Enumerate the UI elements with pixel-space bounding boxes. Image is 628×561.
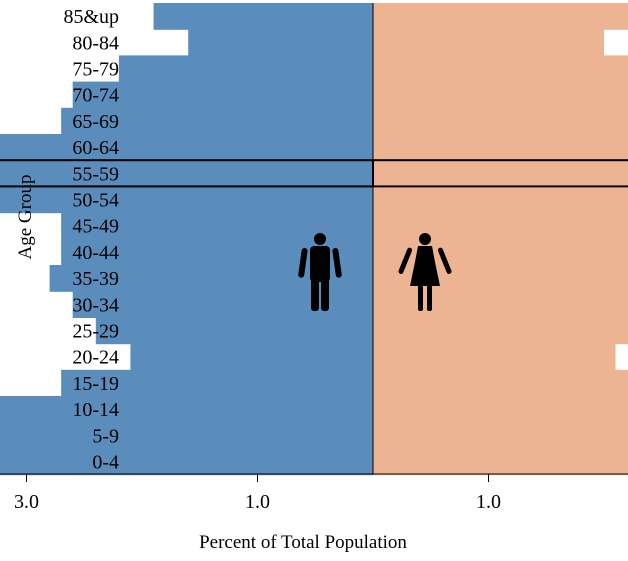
right-bar-75-79 [373, 55, 628, 83]
left-bar-0-4 [0, 448, 373, 476]
right-bar-85&up [373, 3, 628, 30]
gender-icons [298, 233, 452, 311]
right-bar-65-69 [373, 107, 628, 135]
left-bar-60-64 [0, 134, 373, 161]
left-bar-80-84 [188, 29, 373, 56]
y-tick-label: 20-24 [72, 347, 119, 369]
right-bar-70-74 [373, 81, 628, 109]
y-tick-label: 30-34 [72, 294, 119, 316]
y-tick-label: 35-39 [72, 268, 119, 290]
y-tick-label: 85&up [63, 6, 119, 28]
right-bar-50-54 [373, 186, 628, 214]
x-axis-label: Percent of Total Population [199, 532, 407, 553]
y-tick-label: 10-14 [72, 399, 119, 421]
right-bar-5-9 [373, 422, 628, 449]
x-tick-label: 3.0 [14, 491, 39, 513]
y-axis-label: Age Group [15, 175, 36, 260]
right-bar-15-19 [373, 369, 628, 397]
right-bar-80-84 [373, 29, 604, 56]
left-bar-5-9 [0, 422, 374, 449]
y-tick-label: 45-49 [72, 216, 119, 238]
y-tick-label: 75-79 [72, 59, 119, 81]
left-bar-15-19 [61, 369, 374, 397]
left-bar-65-69 [61, 107, 374, 135]
y-tick-label: 50-54 [72, 190, 119, 212]
right-bar-10-14 [373, 396, 628, 423]
y-tick-label: 40-44 [72, 242, 119, 264]
y-tick-label: 15-19 [72, 373, 119, 395]
right-bar-25-29 [373, 317, 628, 345]
y-tick-label: 5-9 [92, 425, 119, 447]
right-bar-20-24 [373, 343, 616, 371]
y-tick-labels: 0-4 5-9 10-14 15-19 20-24 25-29 30-34 35-39 40-4… [63, 6, 119, 473]
left-bar-85&up [153, 3, 373, 30]
female-figure-icon [398, 233, 452, 311]
left-bar-70-74 [72, 81, 373, 109]
left-bar-25-29 [95, 317, 374, 345]
y-tick-label: 60-64 [72, 137, 119, 159]
y-tick-label: 0-4 [92, 452, 119, 474]
right-bar-0-4 [373, 448, 628, 476]
x-tick-label: 1.0 [245, 491, 270, 513]
bars-layer [0, 3, 628, 476]
y-tick-label: 55-59 [72, 163, 119, 185]
right-bar-60-64 [373, 134, 628, 161]
left-bar-55-59 [0, 160, 373, 187]
right-bar-35-39 [373, 265, 628, 292]
x-axis: 5.03.01.01.03.05.0 [0, 473, 628, 513]
y-tick-label: 65-69 [72, 111, 119, 133]
left-bar-10-14 [0, 396, 373, 423]
right-bar-30-34 [373, 291, 628, 318]
y-tick-label: 70-74 [72, 85, 119, 107]
left-bar-75-79 [118, 55, 374, 83]
right-bar-45-49 [373, 212, 628, 240]
y-tick-label: 80-84 [72, 32, 119, 54]
y-tick-label: 25-29 [72, 321, 119, 343]
right-bar-55-59 [373, 160, 628, 187]
male-figure-icon [298, 233, 342, 311]
x-tick-label: 1.0 [476, 491, 501, 513]
left-bar-50-54 [0, 186, 373, 214]
left-bar-20-24 [130, 343, 373, 371]
